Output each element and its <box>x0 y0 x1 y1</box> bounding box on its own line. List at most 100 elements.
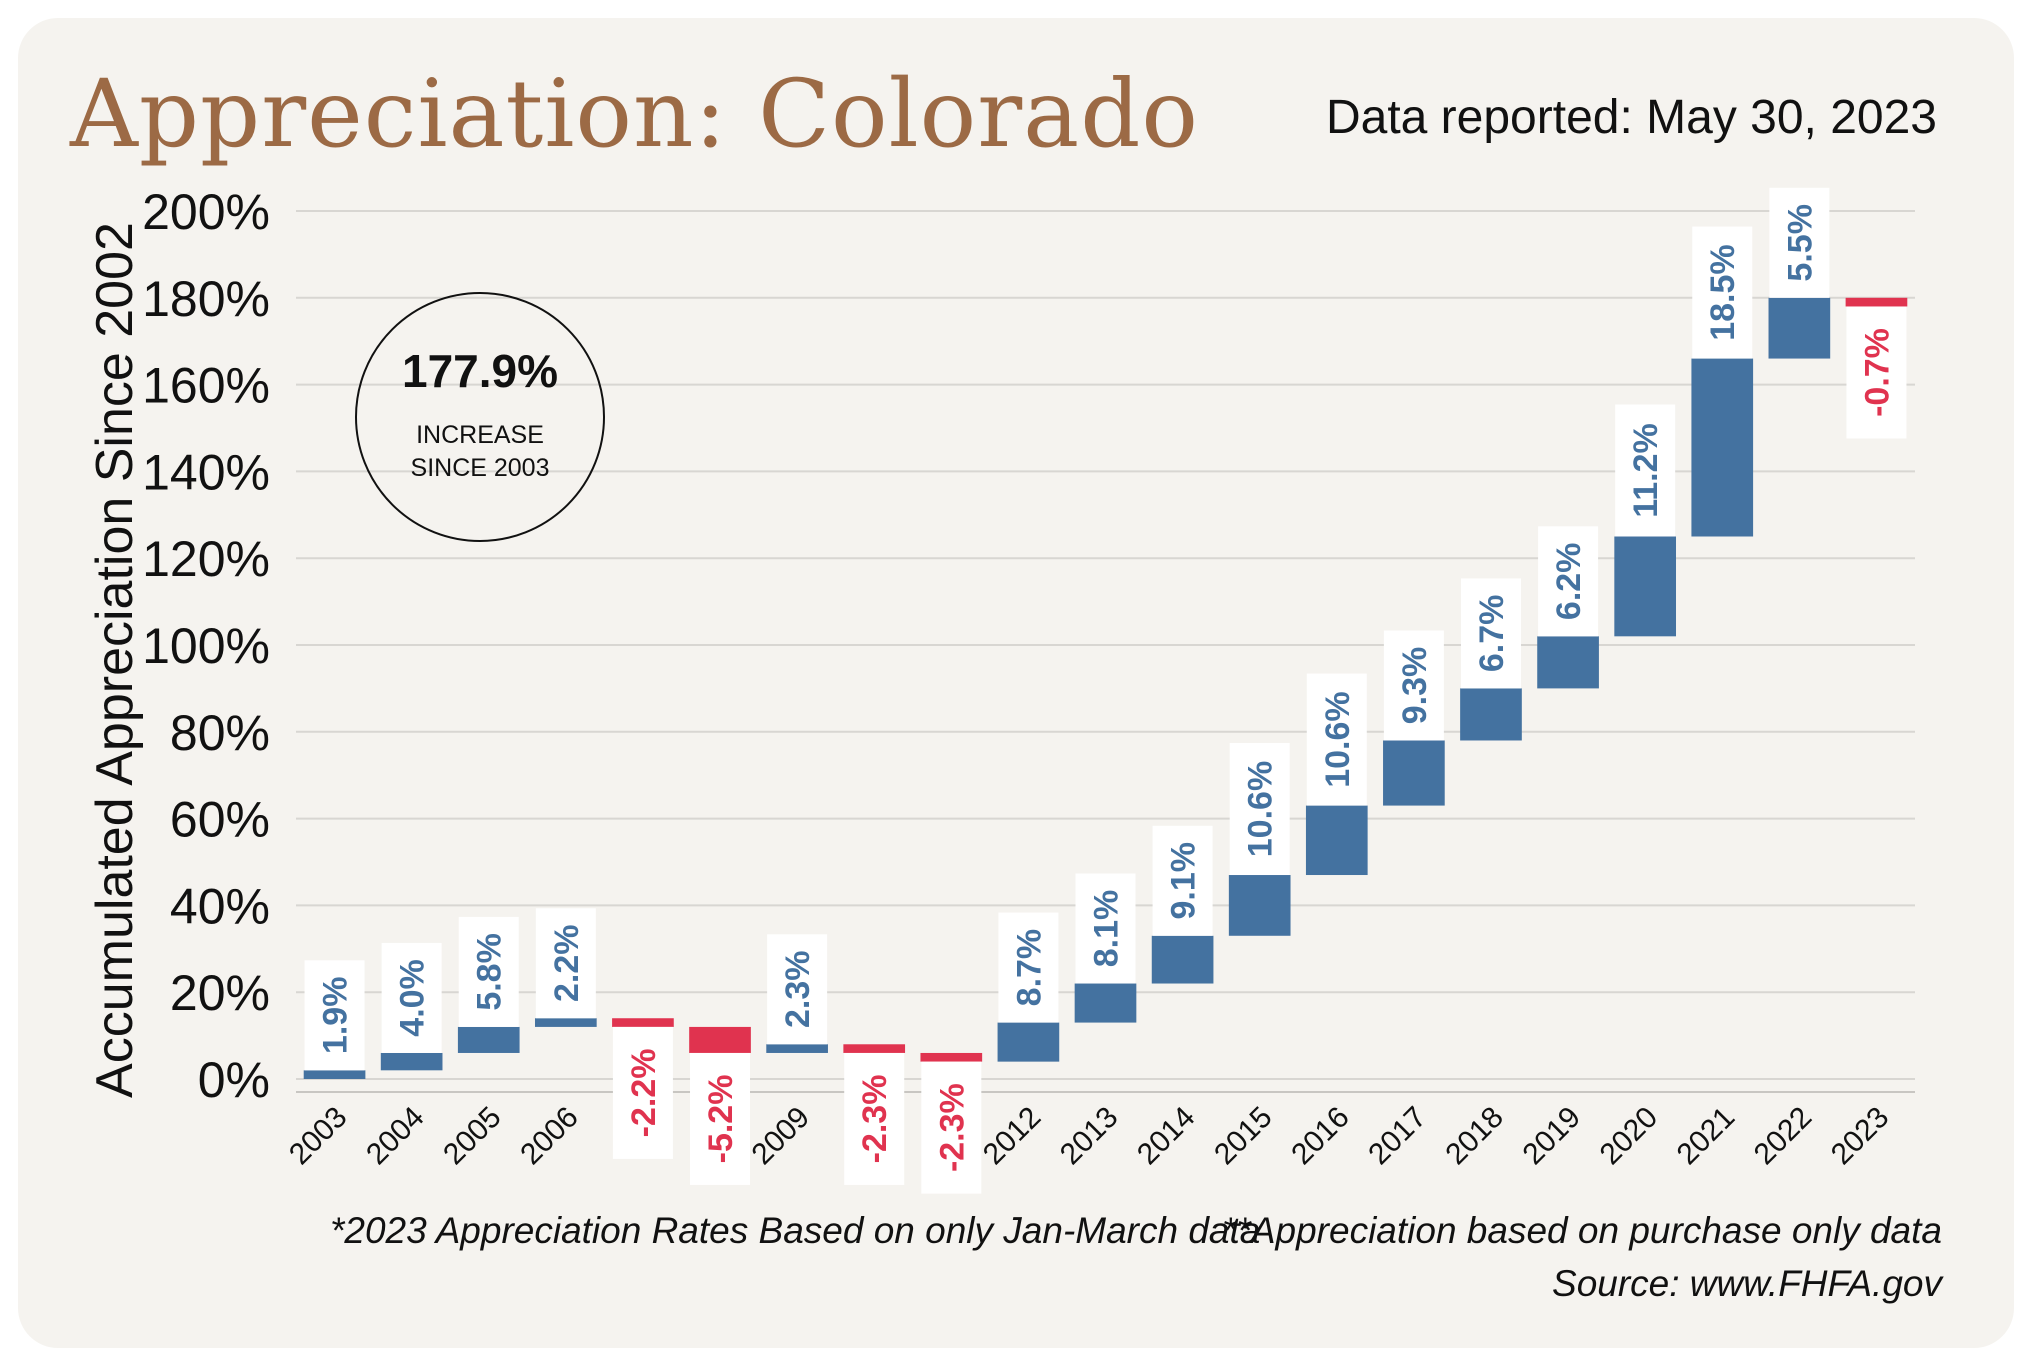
footnote-2023: *2023 Appreciation Rates Based on only J… <box>330 1210 1261 1251</box>
y-tick-label: 40% <box>170 878 270 934</box>
x-tick-label: 2023 <box>1825 1101 1896 1172</box>
x-tick-label: 2003 <box>283 1101 354 1172</box>
data-label: -5.2% <box>702 1075 740 1164</box>
y-tick-label: 180% <box>142 271 270 327</box>
x-tick-label: 2006 <box>514 1101 585 1172</box>
bar <box>1768 297 1831 359</box>
data-label-box <box>535 908 596 1019</box>
x-tick-label: 2015 <box>1208 1101 1279 1172</box>
data-label-box <box>844 1052 905 1185</box>
footnote-purchase-only: **Appreciation based on purchase only da… <box>1222 1210 1942 1251</box>
x-tick-label: 2017 <box>1362 1101 1433 1172</box>
bar <box>1228 875 1291 936</box>
data-label-box <box>1075 873 1136 984</box>
y-tick-label: 60% <box>170 792 270 848</box>
data-label-box <box>1383 630 1444 741</box>
x-tick-label: 2004 <box>360 1101 431 1172</box>
badge-value: 177.9% <box>401 345 558 397</box>
total-increase-badge: 177.9% INCREASE SINCE 2003 <box>355 292 605 542</box>
bar <box>1845 297 1908 307</box>
data-label: -2.3% <box>856 1075 894 1164</box>
data-label-box <box>612 1026 673 1159</box>
data-label: 8.1% <box>1088 890 1126 968</box>
data-label: 4.0% <box>394 959 432 1036</box>
data-label: 5.8% <box>471 933 509 1011</box>
bar <box>920 1052 983 1062</box>
data-label: 11.2% <box>1627 423 1665 518</box>
data-label: 9.1% <box>1165 842 1203 920</box>
data-label-box <box>1769 187 1830 298</box>
data-label: 18.5% <box>1704 244 1742 340</box>
badge-caption-line2: SINCE 2003 <box>410 454 550 482</box>
y-tick-label: 160% <box>142 358 270 414</box>
chart-card <box>18 18 2014 1348</box>
data-label-box <box>1615 404 1676 537</box>
data-label: 6.2% <box>1550 543 1588 621</box>
x-tick-label: 2016 <box>1285 1101 1356 1172</box>
badge-caption-line1: INCREASE <box>416 421 544 449</box>
x-tick-label: 2013 <box>1054 1101 1125 1172</box>
y-tick-label: 140% <box>142 444 270 500</box>
data-label: 2.3% <box>779 951 817 1029</box>
x-tick-label: 2018 <box>1439 1101 1510 1172</box>
data-label-box <box>921 1061 982 1194</box>
data-label: -2.2% <box>625 1049 663 1138</box>
bar <box>612 1018 674 1027</box>
data-label-box <box>1229 743 1290 876</box>
x-tick-label: 2019 <box>1516 1101 1587 1172</box>
data-label-box <box>998 912 1059 1023</box>
y-tick-label: 80% <box>170 705 270 761</box>
bar <box>1151 935 1214 984</box>
data-label: 1.9% <box>317 977 355 1055</box>
data-label-box <box>458 916 519 1027</box>
data-label-box <box>1846 306 1907 439</box>
data-label-box <box>1538 526 1599 637</box>
source-note: Source: www.FHFA.gov <box>1552 1263 1942 1304</box>
bar <box>303 1070 366 1079</box>
x-tick-label: 2020 <box>1594 1101 1665 1172</box>
chart-title: Appreciation: Colorado <box>70 60 1199 169</box>
bar <box>1537 636 1599 689</box>
data-label: 10.6% <box>1319 691 1357 787</box>
bar <box>1074 983 1137 1023</box>
y-axis-label: Accumulated Appreciation Since 2002 <box>86 222 144 1098</box>
data-label-box <box>1152 825 1213 936</box>
data-label: 5.5% <box>1781 204 1819 281</box>
x-tick-label: 2005 <box>437 1101 508 1172</box>
bar <box>689 1026 751 1053</box>
data-label: -0.7% <box>1858 328 1896 417</box>
data-label: 6.7% <box>1473 595 1511 673</box>
y-tick-label: 20% <box>170 965 270 1021</box>
y-tick-label: 120% <box>142 531 270 587</box>
bar <box>380 1052 443 1071</box>
data-reported-date: Data reported: May 30, 2023 <box>1325 91 1937 144</box>
data-label-box <box>1692 226 1753 359</box>
y-tick-label: 100% <box>142 618 270 674</box>
x-tick-label: 2012 <box>977 1101 1048 1172</box>
data-label-box <box>690 1052 751 1185</box>
x-tick-label: 2009 <box>746 1101 817 1172</box>
data-label-box <box>1306 673 1367 806</box>
bar <box>1383 740 1445 806</box>
bar <box>1460 688 1522 741</box>
data-label: -2.3% <box>933 1083 971 1172</box>
data-label: 8.7% <box>1010 929 1048 1007</box>
data-label-box <box>1460 578 1521 689</box>
data-label-box <box>767 934 828 1045</box>
x-tick-label: 2021 <box>1671 1101 1742 1172</box>
y-tick-label: 200% <box>142 184 270 240</box>
x-tick-label: 2014 <box>1131 1101 1202 1172</box>
x-tick-label: 2022 <box>1748 1101 1819 1172</box>
bar <box>1691 358 1754 537</box>
data-label-box <box>381 942 442 1053</box>
bar <box>1614 536 1677 637</box>
bar <box>997 1022 1060 1062</box>
bar <box>1305 805 1368 876</box>
data-label-box <box>304 960 365 1071</box>
bar <box>534 1018 597 1027</box>
bar <box>766 1044 828 1053</box>
bar <box>843 1044 906 1053</box>
data-label: 9.3% <box>1396 647 1434 725</box>
data-label: 10.6% <box>1242 761 1280 857</box>
